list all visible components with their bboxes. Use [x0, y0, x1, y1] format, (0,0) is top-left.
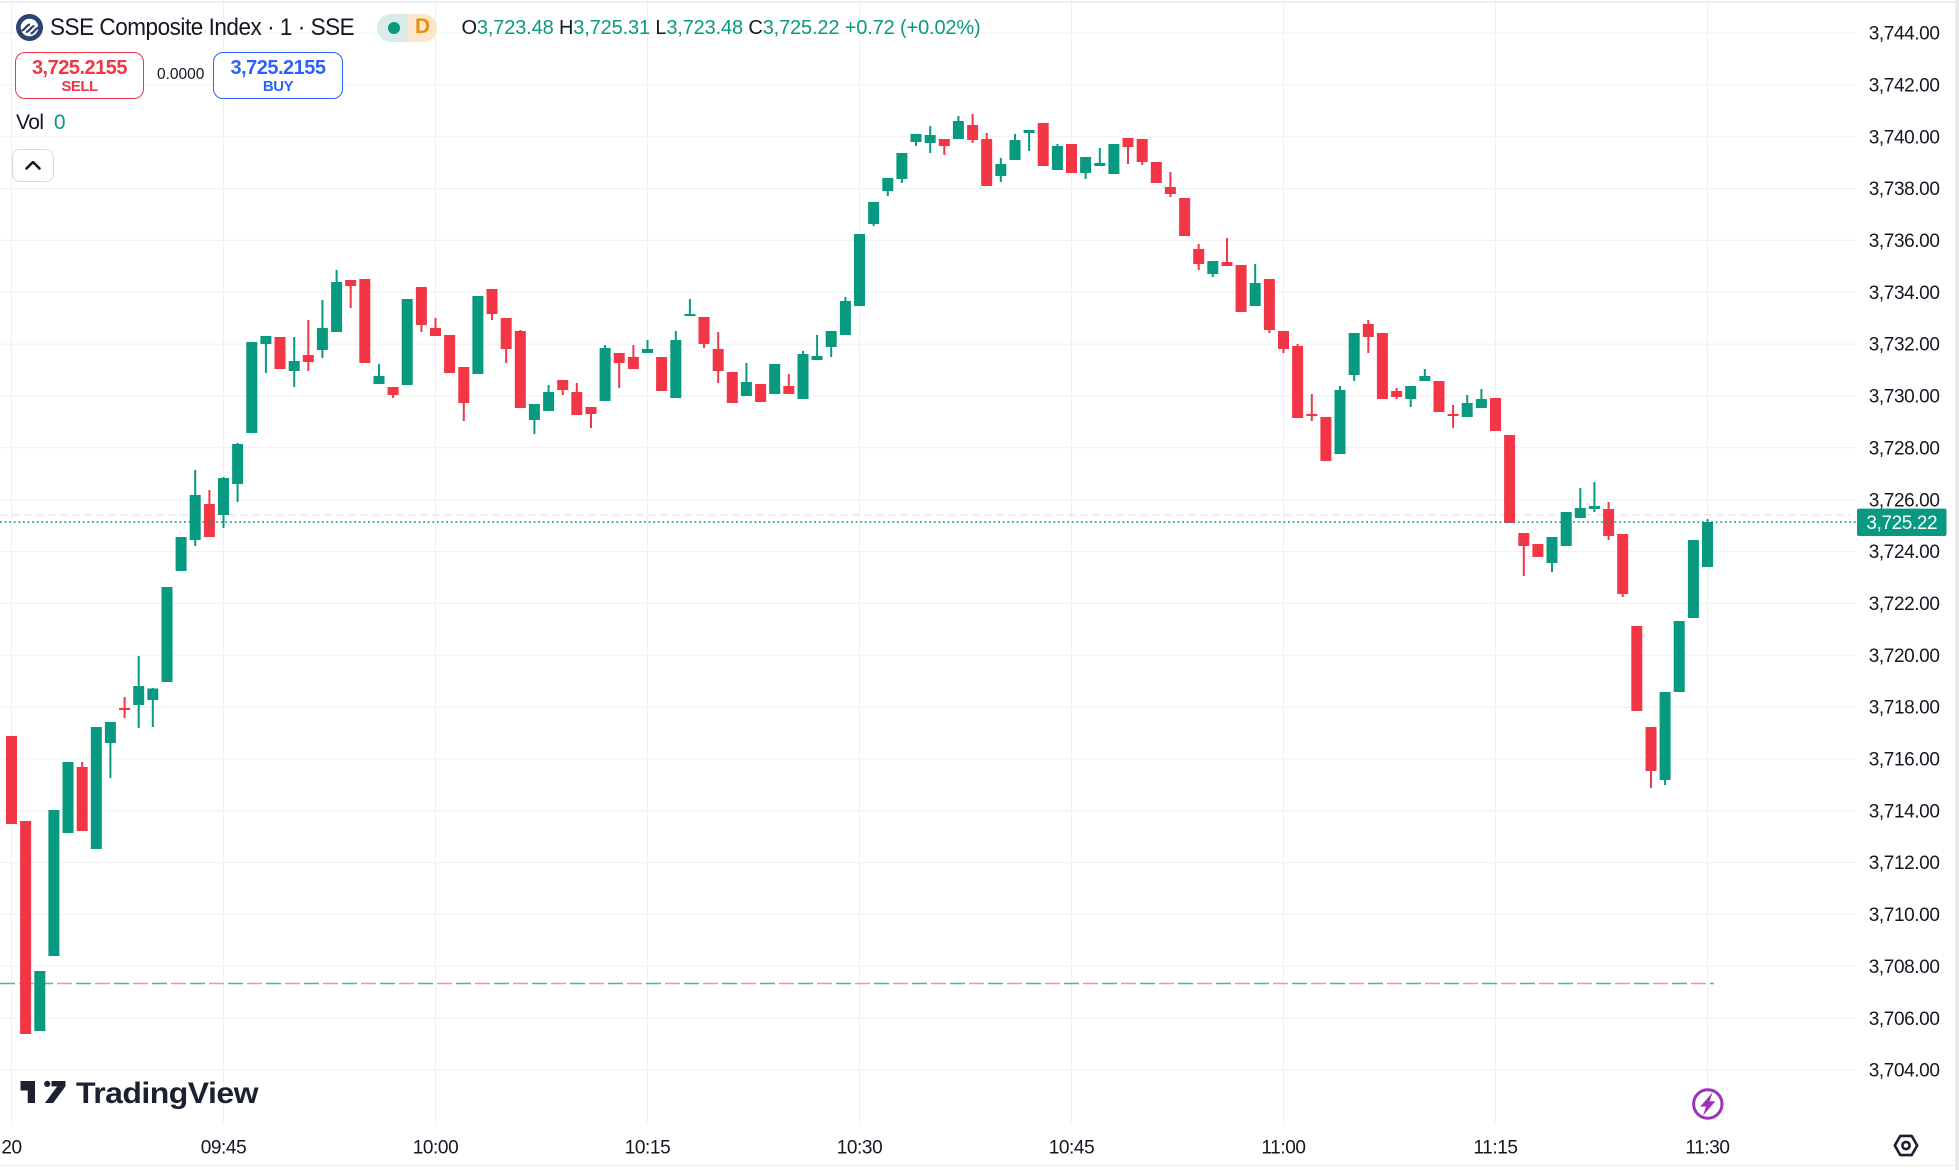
svg-text:3,726.00: 3,726.00 — [1869, 490, 1940, 511]
svg-text:3,736.00: 3,736.00 — [1869, 231, 1940, 252]
svg-text:3,740.00: 3,740.00 — [1869, 127, 1940, 148]
svg-text:3,732.00: 3,732.00 — [1869, 335, 1940, 356]
svg-text:3,714.00: 3,714.00 — [1869, 801, 1940, 822]
svg-text:3,718.00: 3,718.00 — [1869, 698, 1940, 719]
svg-text:3,708.00: 3,708.00 — [1869, 957, 1940, 978]
svg-text:TradingView: TradingView — [76, 1077, 259, 1110]
svg-text:3,706.00: 3,706.00 — [1869, 1009, 1940, 1030]
svg-text:3,704.00: 3,704.00 — [1869, 1061, 1940, 1082]
svg-text:3,734.00: 3,734.00 — [1869, 283, 1940, 304]
svg-text:3,712.00: 3,712.00 — [1869, 853, 1940, 874]
svg-text:3,738.00: 3,738.00 — [1869, 179, 1940, 200]
svg-text:10:15: 10:15 — [625, 1138, 671, 1159]
svg-text:11:15: 11:15 — [1473, 1138, 1517, 1159]
svg-text:10:00: 10:00 — [413, 1138, 459, 1159]
svg-text:3,722.00: 3,722.00 — [1869, 594, 1940, 615]
svg-text:3,716.00: 3,716.00 — [1869, 750, 1940, 771]
svg-text:20: 20 — [1, 1138, 21, 1159]
svg-text:11:00: 11:00 — [1261, 1138, 1305, 1159]
svg-text:3,742.00: 3,742.00 — [1869, 75, 1940, 96]
svg-text:11:30: 11:30 — [1685, 1138, 1729, 1159]
svg-text:10:45: 10:45 — [1049, 1138, 1095, 1159]
svg-text:3,724.00: 3,724.00 — [1869, 542, 1940, 563]
svg-text:3,728.00: 3,728.00 — [1869, 438, 1940, 459]
svg-text:3,730.00: 3,730.00 — [1869, 387, 1940, 408]
svg-text:3,710.00: 3,710.00 — [1869, 905, 1940, 926]
svg-text:3,720.00: 3,720.00 — [1869, 646, 1940, 667]
svg-text:3,744.00: 3,744.00 — [1869, 24, 1940, 45]
svg-text:09:45: 09:45 — [201, 1138, 247, 1159]
svg-text:3,725.22: 3,725.22 — [1866, 513, 1937, 534]
svg-text:10:30: 10:30 — [837, 1138, 883, 1159]
